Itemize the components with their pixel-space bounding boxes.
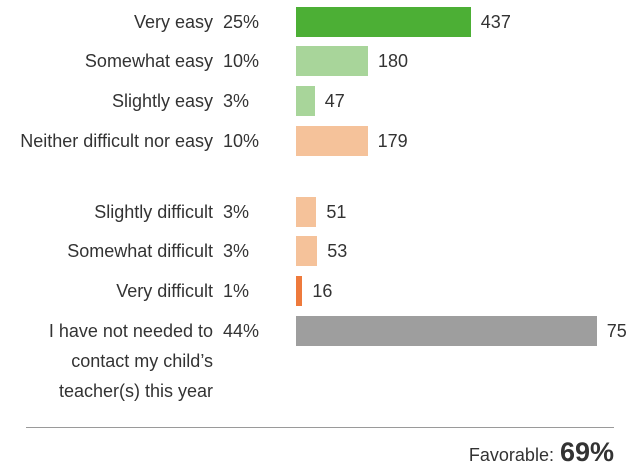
- category-label-slightly-easy: Slightly easy: [111, 91, 213, 111]
- value-label-somewhat-easy: 180: [378, 51, 409, 71]
- value-label-very-easy: 437: [480, 12, 511, 32]
- percent-label-neither-difficult-nor-easy: 10%: [223, 131, 260, 151]
- category-label-slightly-difficult: Slightly difficult: [94, 202, 213, 222]
- percent-label-i-have-not-needed-to-contact-my-child-s-: 44%: [223, 321, 260, 341]
- category-label-neither-difficult-nor-easy: Neither difficult nor easy: [20, 131, 213, 151]
- category-label-very-easy: Very easy: [133, 12, 213, 32]
- bar-very-easy: [296, 7, 471, 37]
- value-label-slightly-difficult: 51: [326, 202, 347, 222]
- category-label-somewhat-difficult: Somewhat difficult: [67, 241, 213, 261]
- bar-slightly-difficult: [296, 197, 317, 227]
- favorable-label: Favorable:: [468, 445, 554, 465]
- percent-label-somewhat-easy: 10%: [223, 51, 260, 71]
- bar-very-difficult: [296, 276, 303, 306]
- value-label-very-difficult: 16: [312, 281, 333, 301]
- value-label-i-have-not-needed-to-contact-my-child-s-: 752: [606, 321, 626, 341]
- favorable-summary: Favorable: 69%: [469, 437, 614, 469]
- footer-divider: [26, 427, 614, 428]
- bar-neither-difficult-nor-easy: [296, 126, 368, 156]
- value-label-slightly-easy: 47: [324, 91, 345, 111]
- category-label-very-difficult: Very difficult: [116, 281, 213, 301]
- bar-somewhat-easy: [296, 46, 368, 76]
- percent-label-slightly-difficult: 3%: [223, 202, 250, 222]
- category-label-i-have-not-needed-to-contact-my-child-s-: I have not needed to contact my child’s …: [48, 321, 213, 401]
- bar-somewhat-difficult: [296, 236, 318, 266]
- response-bar-chart: Very easy 25% 437 Somewhat easy 10% 180 Slight…: [20, 7, 626, 401]
- percent-label-somewhat-difficult: 3%: [223, 241, 250, 261]
- favorable-value: 69%: [559, 437, 614, 467]
- percent-label-slightly-easy: 3%: [223, 91, 250, 111]
- value-label-neither-difficult-nor-easy: 179: [377, 131, 408, 151]
- category-label-somewhat-easy: Somewhat easy: [84, 51, 213, 71]
- bar-slightly-easy: [296, 86, 315, 116]
- bar-i-have-not-needed-to-contact-my-child-s-: [296, 316, 597, 346]
- value-label-somewhat-difficult: 53: [327, 241, 348, 261]
- percent-label-very-easy: 25%: [223, 12, 260, 32]
- percent-label-very-difficult: 1%: [223, 281, 250, 301]
